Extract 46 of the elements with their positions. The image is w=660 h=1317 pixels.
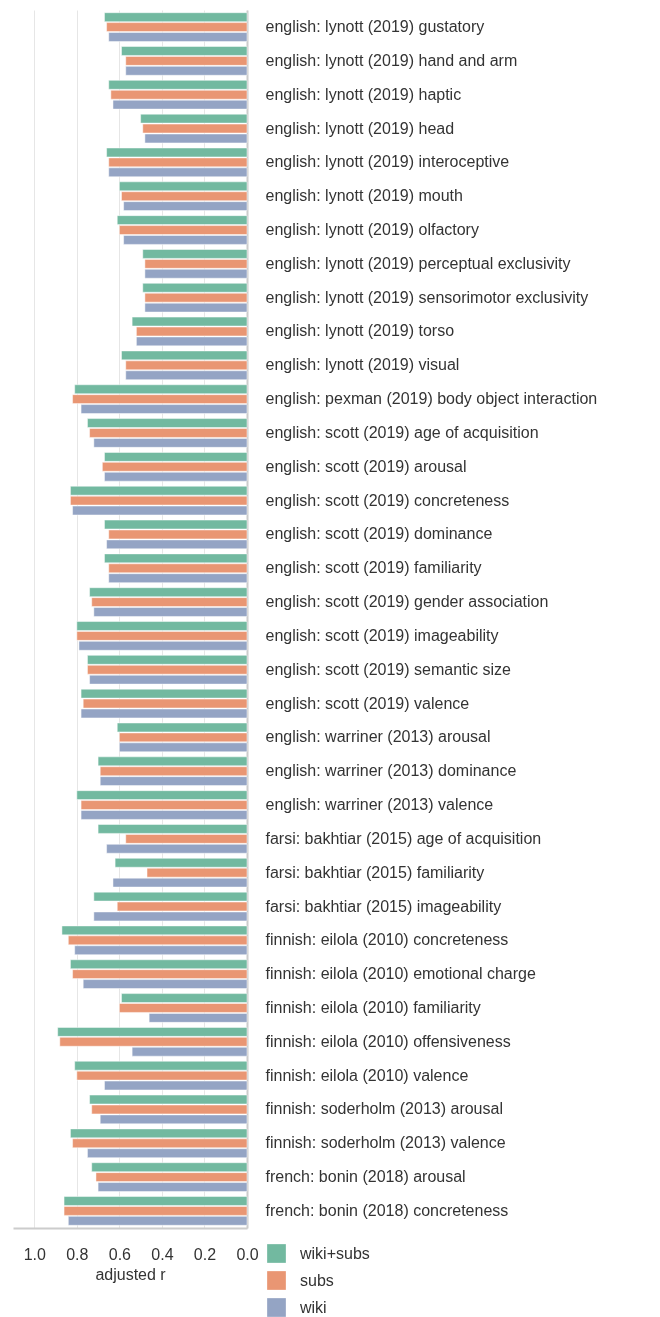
y-tick-label: english: warriner (2013) dominance [265,762,517,780]
x-tick-label: 1.0 [23,1245,46,1263]
y-tick-label: english: scott (2019) gender association [265,593,549,611]
y-tick-label: english: scott (2019) dominance [265,525,493,543]
y-tick-label: english: warriner (2013) arousal [265,728,491,746]
y-tick-label: finnish: eilola (2010) familiarity [265,998,481,1016]
y-tick-label: english: scott (2019) valence [265,694,470,712]
y-tick-label: english: lynott (2019) mouth [265,187,463,205]
legend-label: wiki [299,1298,327,1316]
y-tick-label: english: lynott (2019) perceptual exclusivity [265,254,571,272]
y-tick-label: english: lynott (2019) torso [265,322,455,340]
legend-label: wiki+subs [299,1244,370,1262]
y-tick-label: english: scott (2019) concreteness [265,491,510,509]
y-tick-label: english: lynott (2019) olfactory [265,221,479,239]
y-tick-label: english: scott (2019) age of acquisition [265,423,539,441]
y-tick-label: english: lynott (2019) head [265,119,455,137]
x-tick-label: 0.8 [66,1245,89,1263]
x-tick-label: 0.4 [151,1245,174,1263]
y-tick-label: english: lynott (2019) haptic [265,85,462,103]
y-tick-label: english: scott (2019) familiarity [265,559,482,577]
x-axis-title: adjusted r [95,1265,167,1283]
y-tick-label: farsi: bakhtiar (2015) imageability [265,897,502,915]
x-tick-label: 0.0 [236,1245,259,1263]
y-tick-label: finnish: soderholm (2013) valence [265,1134,506,1152]
y-tick-label: english: scott (2019) semantic size [265,660,512,678]
y-tick-label: english: lynott (2019) sensorimotor exclusivity [265,288,589,306]
y-tick-label: finnish: eilola (2010) emotional charge [265,965,536,983]
y-tick-label: finnish: eilola (2010) concreteness [265,931,509,949]
y-tick-label: french: bonin (2018) concreteness [265,1201,509,1219]
x-tick-label: 0.2 [193,1245,217,1263]
legend-label: subs [300,1271,334,1289]
y-tick-label: finnish: soderholm (2013) arousal [265,1100,503,1118]
x-tick-label: 0.6 [108,1245,132,1263]
y-tick-label: english: lynott (2019) interoceptive [265,153,510,171]
y-tick-label: english: lynott (2019) gustatory [265,18,485,36]
y-tick-label: english: lynott (2019) visual [265,356,460,374]
y-tick-label: french: bonin (2018) arousal [265,1168,466,1186]
y-tick-label: english: scott (2019) imageability [265,626,499,644]
y-tick-label: finnish: eilola (2010) valence [265,1066,469,1084]
y-tick-label: english: scott (2019) arousal [265,457,467,475]
y-tick-label: finnish: eilola (2010) offensiveness [265,1032,511,1050]
y-tick-label: english: pexman (2019) body object interaction [265,390,598,408]
y-tick-label: farsi: bakhtiar (2015) familiarity [265,863,485,881]
y-tick-label: english: warriner (2013) valence [265,796,494,814]
y-tick-label: english: lynott (2019) hand and arm [265,51,518,69]
y-tick-label: farsi: bakhtiar (2015) age of acquisition [265,829,542,847]
